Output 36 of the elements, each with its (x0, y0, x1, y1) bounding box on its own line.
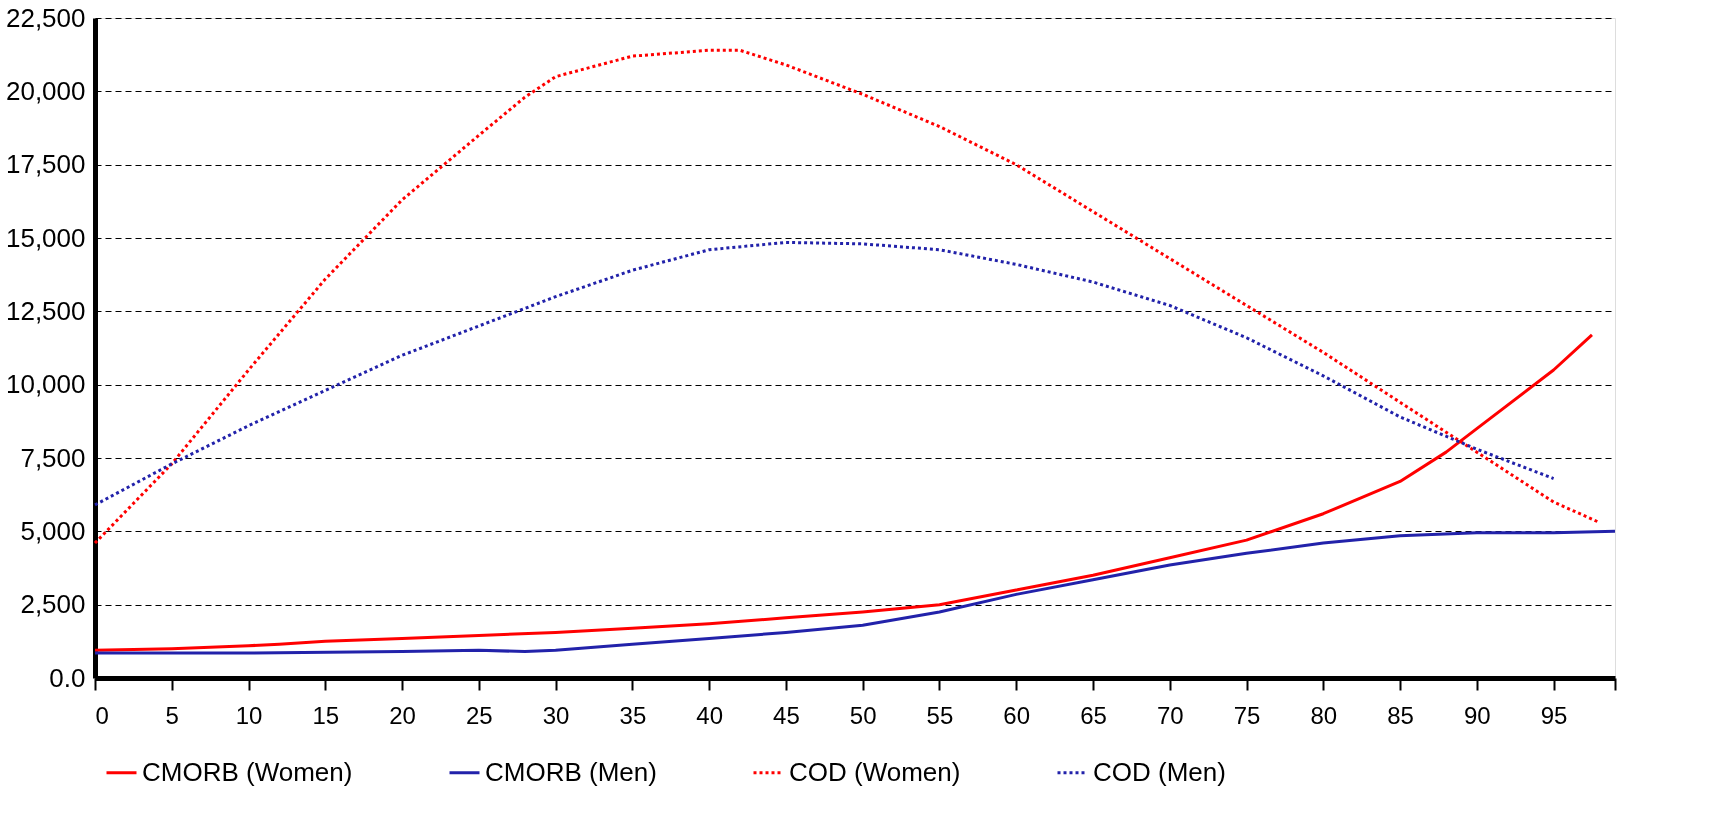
x-tick-label: 65 (1080, 701, 1107, 729)
y-tick-label: 20,000 (5, 75, 86, 106)
legend-label: CMORB (Men) (485, 756, 657, 787)
y-tick-label: 15,000 (5, 222, 86, 253)
y-tick-label: 17,500 (5, 149, 86, 180)
x-tick-label: 55 (926, 701, 954, 729)
x-tick-label: 70 (1156, 701, 1184, 729)
x-tick-label: 25 (465, 701, 493, 729)
x-tick-label: 45 (773, 701, 800, 729)
line-series (93, 529, 1617, 655)
x-tick-label: 90 (1463, 701, 1491, 729)
x-tick-label: 35 (619, 701, 647, 729)
x-tick-label: 75 (1233, 701, 1261, 729)
x-tick-label: 0 (95, 701, 109, 729)
x-tick-label: 20 (389, 701, 416, 729)
x-tick-label: 15 (312, 701, 340, 729)
x-tick-label: 60 (1003, 701, 1031, 729)
x-tick-label: 40 (696, 701, 723, 729)
x-tick-label: 50 (849, 701, 877, 729)
y-tick-label: 2,500 (20, 589, 86, 620)
y-tick-label: 12,500 (5, 295, 86, 326)
y-tick-label: 0.0 (49, 662, 86, 693)
y-tick-label: 7,500 (20, 442, 86, 473)
x-tick-label: 80 (1310, 701, 1338, 729)
y-tick-label: 10,000 (5, 369, 86, 400)
legend-label: COD (Men) (1093, 756, 1226, 787)
line-series (93, 240, 1556, 507)
x-tick-label: 30 (542, 701, 570, 729)
x-tick-label: 95 (1540, 701, 1568, 729)
legend-label: CMORB (Women) (142, 756, 353, 787)
y-tick-label: 22,500 (5, 2, 86, 33)
x-tick-label: 5 (165, 701, 179, 729)
y-tick-label: 5,000 (20, 515, 86, 546)
legend-label: COD (Women) (789, 756, 961, 787)
x-tick-label: 85 (1387, 701, 1414, 729)
x-tick-label: 10 (235, 701, 263, 729)
